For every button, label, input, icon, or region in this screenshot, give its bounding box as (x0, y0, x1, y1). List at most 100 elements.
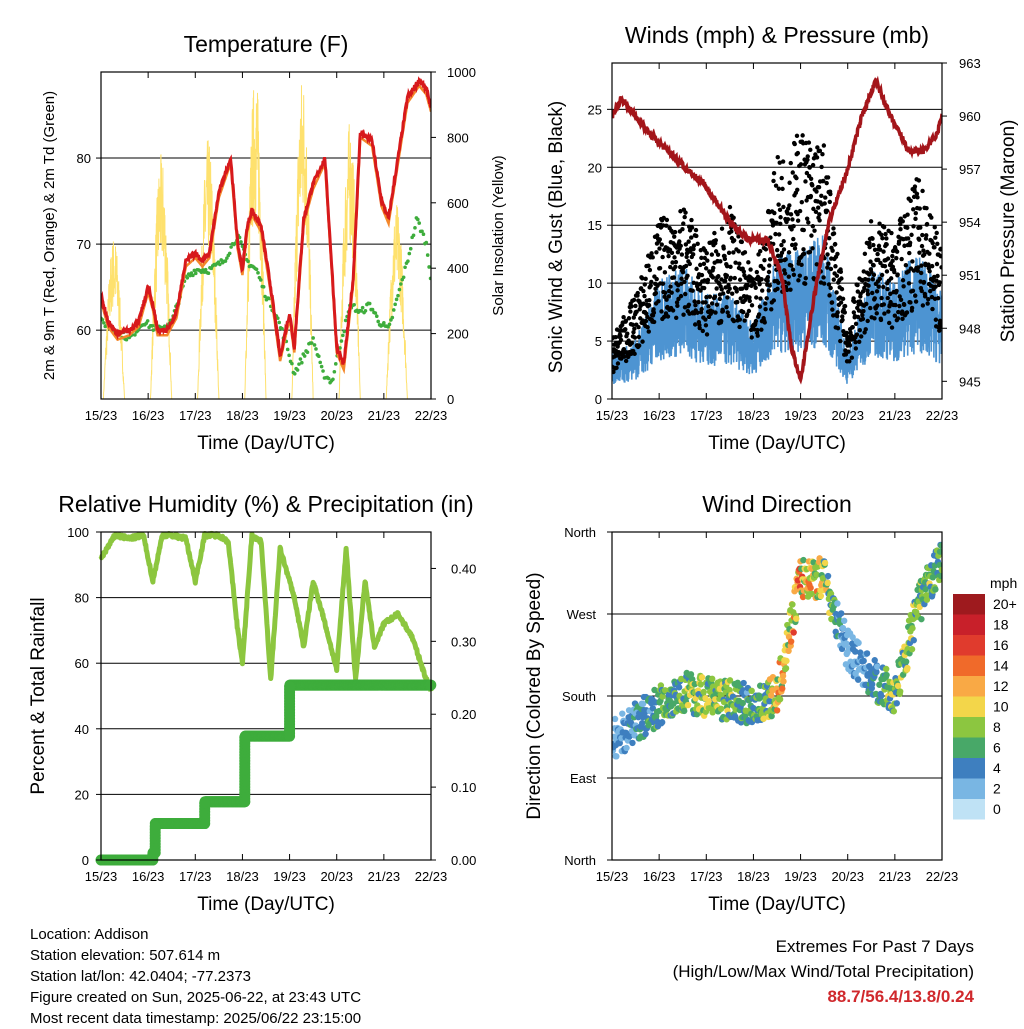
gust-point (791, 272, 797, 277)
gust-point (614, 365, 619, 371)
gust-point (921, 248, 926, 253)
y-tick-label: 80 (77, 151, 91, 166)
gust-point (884, 236, 889, 241)
gust-point (809, 233, 814, 238)
gust-point (659, 242, 664, 247)
y-tick-label: East (570, 771, 596, 786)
dewpoint-point (342, 329, 347, 334)
gust-point (861, 269, 866, 274)
direction-point (876, 681, 883, 688)
dewpoint-point (229, 245, 233, 249)
gust-point (623, 327, 628, 332)
direction-point (698, 674, 706, 681)
gust-point (691, 243, 697, 248)
gust-point (709, 301, 715, 306)
gust-point (892, 313, 898, 318)
gust-point (872, 316, 877, 321)
gust-point (703, 317, 708, 322)
gust-point (810, 183, 815, 188)
gust-point (821, 178, 826, 184)
x-tick-label: 16/23 (643, 408, 676, 423)
series-2m-temperature (101, 76, 431, 365)
gust-point (874, 311, 879, 316)
gust-point (909, 232, 914, 238)
gust-point (689, 225, 695, 230)
gust-point (838, 300, 844, 305)
gust-point (775, 155, 780, 160)
gust-point (715, 252, 721, 257)
legend-label: 16 (993, 637, 1009, 653)
dewpoint-point (290, 361, 294, 366)
gust-point (938, 246, 942, 252)
x-tick-label: 21/23 (879, 408, 912, 423)
gust-point (810, 162, 816, 168)
gust-point (673, 259, 679, 265)
dewpoint-point (403, 265, 407, 270)
y2-tick-label: 0.00 (451, 853, 476, 868)
gust-point (634, 309, 639, 314)
gust-point (872, 247, 878, 252)
gust-point (805, 157, 810, 162)
humidity-plot-area (95, 530, 437, 866)
gust-point (838, 269, 844, 275)
speed-legend: mph 20+ 18 16 14 12 10 8 6 4 2 0 (953, 575, 1017, 820)
x-tick-label: 19/23 (784, 408, 817, 423)
dewpoint-point (326, 376, 331, 381)
gust-point (825, 252, 830, 257)
gust-point (641, 288, 646, 294)
gust-point (739, 239, 745, 245)
rainfall-point (239, 732, 251, 744)
gust-point (783, 257, 788, 262)
direction-point (872, 690, 880, 698)
gust-point (868, 305, 873, 311)
gust-point (642, 293, 647, 299)
dewpoint-point (367, 301, 372, 306)
legend-swatch (953, 614, 985, 635)
legend-label: 4 (993, 760, 1001, 776)
gust-point (636, 334, 642, 340)
gust-point (780, 159, 786, 164)
gust-point (621, 314, 626, 320)
gust-point (872, 296, 877, 301)
gust-point (867, 240, 872, 246)
gust-point (924, 205, 929, 211)
gust-point (737, 261, 742, 266)
legend-label: 12 (993, 678, 1009, 694)
gust-point (792, 141, 797, 147)
gust-point (625, 331, 630, 336)
gust-point (613, 334, 618, 340)
gust-point (915, 195, 920, 200)
legend-swatch (953, 594, 985, 615)
gust-point (733, 260, 738, 265)
gust-point (922, 252, 927, 257)
dewpoint-point (206, 271, 211, 276)
direction-point (824, 579, 831, 587)
gust-point (747, 295, 752, 300)
direction-point (773, 707, 781, 714)
gust-point (726, 313, 732, 319)
gust-point (865, 291, 871, 297)
gust-point (647, 267, 653, 273)
x-axis-label: Time (Day/UTC) (197, 433, 335, 454)
x-tick-label: 16/23 (132, 408, 165, 423)
gust-point (801, 247, 806, 252)
gust-point (692, 322, 698, 327)
direction-point (923, 596, 931, 603)
gust-point (718, 318, 724, 324)
y2-tick-label: 960 (959, 109, 981, 124)
gust-point (915, 265, 921, 270)
gust-point (805, 154, 810, 159)
direction-point (819, 575, 827, 582)
gust-point (628, 309, 633, 314)
gust-point (668, 284, 673, 289)
gust-point (835, 310, 840, 315)
dewpoint-point (376, 319, 381, 324)
gust-point (786, 250, 792, 255)
gust-point (705, 258, 710, 263)
gust-point (834, 290, 839, 295)
gust-point (757, 281, 762, 287)
direction-point (702, 695, 709, 702)
gust-point (881, 302, 887, 307)
gust-point (718, 259, 723, 264)
y2-tick-label: 951 (959, 268, 981, 283)
